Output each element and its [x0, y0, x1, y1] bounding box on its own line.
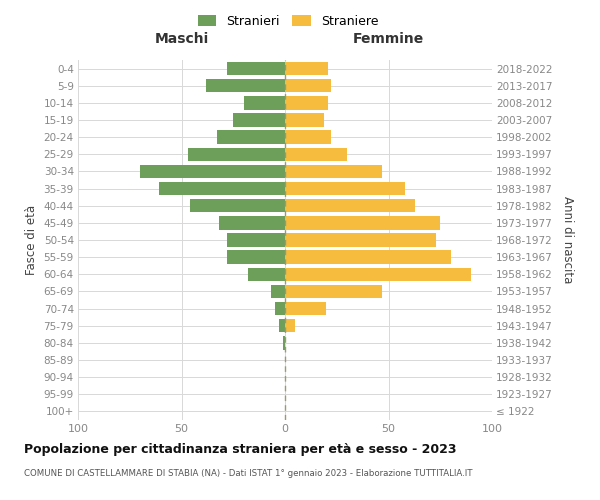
Y-axis label: Fasce di età: Fasce di età: [25, 205, 38, 275]
Bar: [285, 302, 326, 316]
Bar: [285, 216, 440, 230]
Bar: [279, 319, 285, 332]
Bar: [285, 164, 382, 178]
Text: Popolazione per cittadinanza straniera per età e sesso - 2023: Popolazione per cittadinanza straniera p…: [24, 442, 457, 456]
Bar: [227, 234, 285, 246]
Bar: [271, 284, 285, 298]
Bar: [227, 62, 285, 76]
Text: Femmine: Femmine: [353, 32, 424, 46]
Bar: [285, 148, 347, 161]
Text: Maschi: Maschi: [154, 32, 209, 46]
Bar: [285, 250, 451, 264]
Bar: [285, 62, 328, 76]
Bar: [188, 148, 285, 161]
Bar: [285, 79, 331, 92]
Bar: [285, 284, 382, 298]
Bar: [219, 216, 285, 230]
Bar: [285, 130, 331, 144]
Bar: [248, 268, 285, 281]
Bar: [190, 199, 285, 212]
Bar: [275, 302, 285, 316]
Bar: [233, 114, 285, 126]
Bar: [206, 79, 285, 92]
Bar: [285, 114, 325, 126]
Bar: [159, 182, 285, 196]
Bar: [140, 164, 285, 178]
Y-axis label: Anni di nascita: Anni di nascita: [561, 196, 574, 284]
Bar: [244, 96, 285, 110]
Bar: [285, 199, 415, 212]
Bar: [285, 268, 472, 281]
Bar: [227, 250, 285, 264]
Text: COMUNE DI CASTELLAMMARE DI STABIA (NA) - Dati ISTAT 1° gennaio 2023 - Elaborazio: COMUNE DI CASTELLAMMARE DI STABIA (NA) -…: [24, 468, 473, 477]
Bar: [283, 336, 285, 349]
Bar: [217, 130, 285, 144]
Bar: [285, 96, 328, 110]
Bar: [285, 319, 295, 332]
Bar: [285, 182, 405, 196]
Legend: Stranieri, Straniere: Stranieri, Straniere: [194, 11, 382, 32]
Bar: [285, 234, 436, 246]
